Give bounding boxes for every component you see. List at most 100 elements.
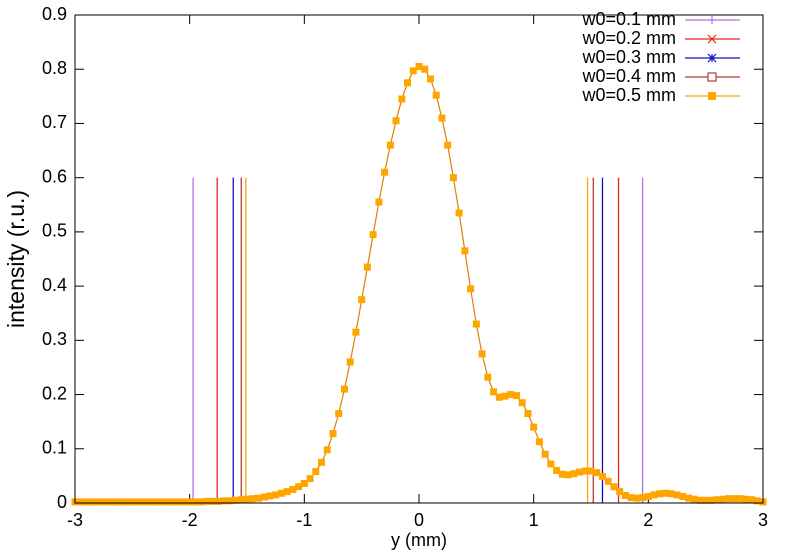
data-point <box>467 285 475 293</box>
legend-label: w0=0.2 mm <box>581 28 676 48</box>
data-point <box>100 498 108 506</box>
data-point <box>146 498 154 506</box>
data-point <box>495 393 503 401</box>
data-point <box>386 141 394 149</box>
data-point <box>421 65 429 73</box>
data-point <box>197 498 205 506</box>
data-point <box>604 477 612 485</box>
data-point <box>363 263 371 271</box>
data-point <box>105 498 113 506</box>
data-point <box>134 498 142 506</box>
data-point <box>358 296 366 304</box>
data-point <box>335 410 343 418</box>
data-point <box>300 479 308 487</box>
data-point <box>673 491 681 499</box>
data-point <box>260 493 268 501</box>
data-point <box>650 491 658 499</box>
data-point <box>266 492 274 500</box>
x-tick-label: 1 <box>529 510 539 530</box>
data-point <box>426 75 434 83</box>
data-point <box>725 495 733 503</box>
data-point <box>598 472 606 480</box>
x-tick-label: -3 <box>67 510 83 530</box>
data-point <box>512 392 520 400</box>
data-point <box>507 391 515 399</box>
data-point <box>679 492 687 500</box>
x-tick-label: 3 <box>758 510 768 530</box>
data-point <box>409 67 417 75</box>
data-point <box>707 496 715 504</box>
data-point <box>318 458 326 466</box>
data-point <box>249 495 257 503</box>
data-point <box>203 497 211 505</box>
data-point <box>490 388 498 396</box>
y-tick-label: 0.6 <box>42 166 67 186</box>
data-point <box>644 492 652 500</box>
data-point <box>289 485 297 493</box>
data-point <box>576 468 584 476</box>
y-tick-label: 0.3 <box>42 329 67 349</box>
data-point <box>621 491 629 499</box>
x-tick-label: 0 <box>414 510 424 530</box>
data-point <box>587 467 595 475</box>
data-point <box>524 410 532 418</box>
x-tick-label: -1 <box>296 510 312 530</box>
data-point <box>237 496 245 504</box>
legend-marker <box>708 16 716 24</box>
data-point <box>564 471 572 479</box>
y-tick-label: 0.9 <box>42 4 67 24</box>
y-tick-label: 0.5 <box>42 221 67 241</box>
data-point <box>696 496 704 504</box>
legend-label: w0=0.1 mm <box>581 9 676 29</box>
data-point <box>461 247 469 255</box>
data-point <box>140 498 148 506</box>
x-tick-label: -2 <box>182 510 198 530</box>
data-point <box>472 320 480 328</box>
data-point <box>702 496 710 504</box>
data-point <box>404 79 412 87</box>
data-point <box>117 498 125 506</box>
data-point <box>232 496 240 504</box>
data-point <box>748 496 756 504</box>
data-point <box>226 497 234 505</box>
data-point <box>570 470 578 478</box>
data-point <box>82 498 90 506</box>
data-point <box>163 498 171 506</box>
data-point <box>392 117 400 125</box>
data-point <box>558 470 566 478</box>
data-point <box>593 469 601 477</box>
data-point <box>323 446 331 454</box>
data-point <box>690 495 698 503</box>
data-point <box>616 488 624 496</box>
data-point <box>283 488 291 496</box>
data-point <box>547 460 555 468</box>
y-tick-label: 0 <box>57 492 67 512</box>
y-axis-label: intensity (r.u.) <box>3 190 29 328</box>
data-point <box>541 450 549 458</box>
data-point <box>478 350 486 358</box>
marker-square <box>708 92 716 100</box>
data-point <box>444 141 452 149</box>
data-point <box>272 491 280 499</box>
y-tick-label: 0.2 <box>42 383 67 403</box>
data-point <box>610 483 618 491</box>
data-point <box>180 498 188 506</box>
y-tick-label: 0.4 <box>42 275 67 295</box>
data-point <box>535 438 543 446</box>
data-point <box>220 497 228 505</box>
data-point <box>415 63 423 71</box>
y-tick-label: 0.7 <box>42 112 67 132</box>
data-point <box>209 497 217 505</box>
legend-label: w0=0.4 mm <box>581 66 676 86</box>
data-point <box>174 498 182 506</box>
data-point <box>530 423 538 431</box>
data-point <box>243 495 251 503</box>
data-point <box>312 468 320 476</box>
data-point <box>518 399 526 407</box>
data-point <box>352 328 360 336</box>
data-point <box>94 498 102 506</box>
data-point <box>329 430 337 438</box>
data-point <box>346 358 354 366</box>
